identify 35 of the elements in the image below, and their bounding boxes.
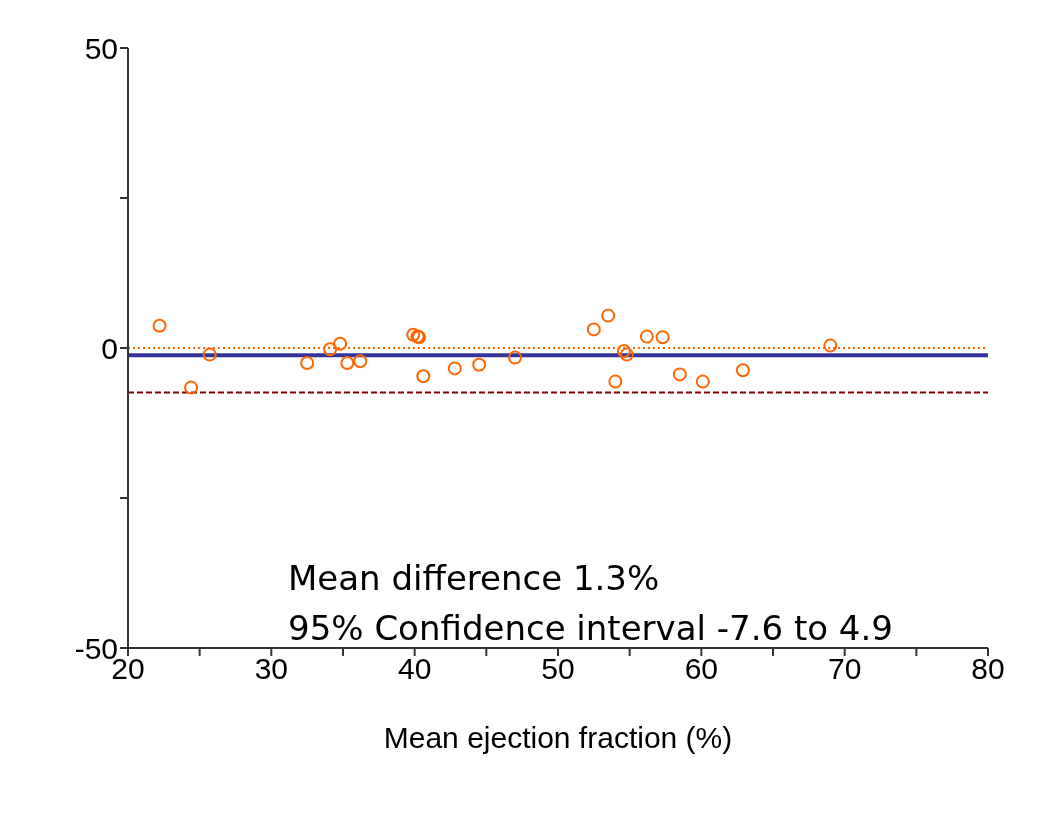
point xyxy=(340,356,355,370)
point xyxy=(472,357,487,372)
y-tick-label: 50 xyxy=(84,31,118,65)
point xyxy=(823,338,838,353)
x-tick-label: 80 xyxy=(971,652,1005,686)
point xyxy=(655,330,670,345)
point xyxy=(619,347,634,362)
x-tick-label: 60 xyxy=(684,652,719,686)
point xyxy=(616,344,631,358)
y-tick-label: 0 xyxy=(101,331,118,365)
point xyxy=(639,329,654,344)
point xyxy=(333,336,348,351)
x-tick-label: 50 xyxy=(541,652,575,686)
point xyxy=(586,322,601,337)
point xyxy=(608,374,623,389)
point xyxy=(406,327,421,342)
x-tick-label: 70 xyxy=(827,652,862,686)
point xyxy=(300,356,315,370)
x-axis-title: Mean ejection fraction (%) xyxy=(383,721,733,754)
x-tick-label: 40 xyxy=(397,652,432,686)
point xyxy=(416,369,431,384)
point xyxy=(152,318,167,333)
point xyxy=(202,347,217,362)
point xyxy=(184,380,199,395)
x-tick-label: 30 xyxy=(254,652,289,686)
point xyxy=(353,354,368,369)
point xyxy=(601,308,616,323)
point xyxy=(447,361,462,376)
point xyxy=(672,367,687,382)
annotation: Mean difference 1.3% xyxy=(288,557,661,600)
point xyxy=(695,374,710,389)
point xyxy=(508,350,522,365)
point xyxy=(323,342,338,357)
annotation: 95% Confidence interval -7.6 to 4.9 xyxy=(288,607,893,650)
point xyxy=(735,363,750,378)
